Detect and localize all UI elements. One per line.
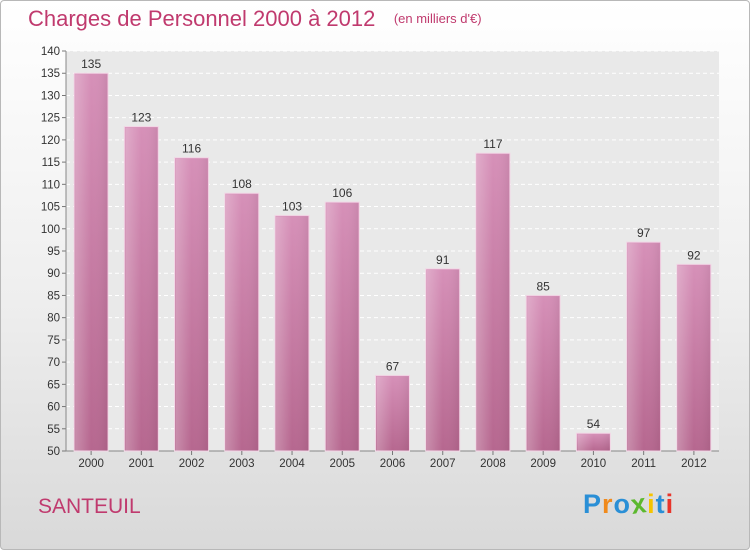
y-tick-label: 115 bbox=[42, 157, 60, 169]
x-tick-label: 2007 bbox=[430, 458, 456, 470]
data-label: 54 bbox=[587, 417, 601, 431]
y-tick-label: 65 bbox=[47, 379, 60, 391]
bar-shine bbox=[75, 74, 108, 451]
x-tick-label: 2003 bbox=[229, 458, 255, 470]
data-label: 85 bbox=[537, 279, 551, 293]
x-tick-label: 2006 bbox=[380, 458, 406, 470]
x-tick-label: 2004 bbox=[279, 458, 305, 470]
y-tick-label: 110 bbox=[42, 179, 60, 191]
bar-shine bbox=[426, 269, 459, 451]
x-tick-label: 2002 bbox=[179, 458, 205, 470]
bar-shine bbox=[276, 216, 309, 451]
bar-shine bbox=[527, 296, 560, 451]
logo-letter: r bbox=[602, 489, 614, 519]
y-tick-label: 105 bbox=[41, 202, 60, 214]
chart-subtitle: (en milliers d'€) bbox=[393, 11, 482, 26]
y-tick-label: 135 bbox=[41, 68, 60, 80]
data-label: 123 bbox=[131, 111, 151, 125]
y-tick-label: 70 bbox=[47, 357, 60, 369]
data-label: 92 bbox=[687, 248, 701, 262]
y-tick-label: 90 bbox=[47, 268, 60, 280]
y-tick-label: 100 bbox=[41, 224, 60, 236]
bar-shine bbox=[577, 434, 610, 451]
data-label: 117 bbox=[483, 137, 502, 151]
chart-title: Charges de Personnel 2000 à 2012 bbox=[28, 6, 376, 31]
y-tick-label: 75 bbox=[47, 335, 60, 347]
data-label: 108 bbox=[232, 177, 252, 191]
proxiti-logo: Proxiti bbox=[583, 488, 675, 520]
data-label: 91 bbox=[436, 253, 450, 267]
data-label: 103 bbox=[282, 199, 302, 213]
y-tick-label: 120 bbox=[41, 135, 60, 147]
bar-shine bbox=[627, 243, 660, 451]
bar-shine bbox=[476, 154, 509, 451]
bar-shine bbox=[376, 376, 409, 451]
logo-letter: o bbox=[613, 489, 632, 519]
y-tick-label: 125 bbox=[41, 113, 60, 125]
bar-shine bbox=[326, 203, 359, 451]
y-tick-label: 50 bbox=[47, 446, 60, 458]
data-label: 106 bbox=[332, 186, 352, 200]
bar-shine bbox=[125, 127, 158, 452]
x-tick-label: 2011 bbox=[631, 458, 656, 470]
y-tick-label: 60 bbox=[47, 402, 60, 414]
bar-shine bbox=[175, 158, 208, 451]
city-name: SANTEUIL bbox=[38, 495, 141, 518]
y-tick-label: 130 bbox=[41, 90, 60, 102]
x-tick-label: 2010 bbox=[581, 458, 607, 470]
y-tick-label: 85 bbox=[47, 290, 60, 302]
logo-letter: P bbox=[583, 489, 603, 519]
y-tick-label: 95 bbox=[47, 246, 60, 258]
logo-letter: i bbox=[647, 489, 656, 519]
x-tick-label: 2009 bbox=[530, 458, 556, 470]
logo-letter: t bbox=[655, 489, 666, 519]
y-tick-label: 80 bbox=[47, 313, 60, 325]
y-tick-label: 140 bbox=[41, 46, 60, 58]
data-label: 116 bbox=[182, 142, 201, 156]
data-label: 97 bbox=[637, 226, 651, 240]
x-tick-label: 2008 bbox=[480, 458, 506, 470]
y-tick-label: 55 bbox=[47, 424, 60, 436]
x-tick-label: 2005 bbox=[329, 458, 355, 470]
data-label: 135 bbox=[81, 57, 101, 71]
title-block: Charges de Personnel 2000 à 2012 (en mil… bbox=[28, 6, 482, 32]
x-tick-label: 2001 bbox=[129, 458, 155, 470]
x-tick-label: 2012 bbox=[681, 458, 707, 470]
x-tick-label: 2000 bbox=[78, 458, 104, 470]
bar-shine bbox=[677, 265, 710, 451]
logo-letter: i bbox=[665, 489, 675, 519]
data-label: 67 bbox=[386, 359, 400, 373]
bar-shine bbox=[225, 194, 258, 451]
